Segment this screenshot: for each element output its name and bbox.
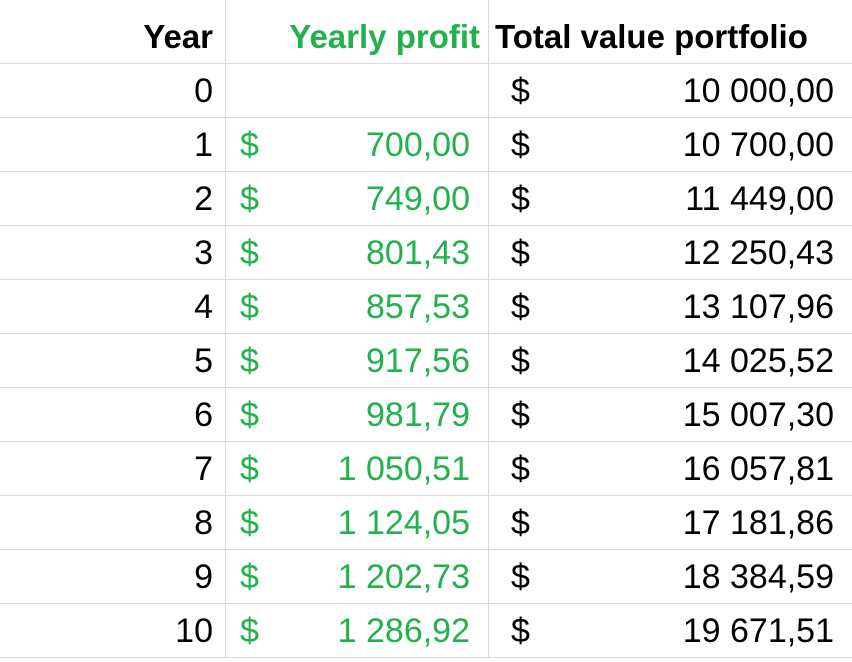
total-cell[interactable]: $10 700,00 <box>489 118 852 172</box>
total-cell[interactable]: $12 250,43 <box>489 226 852 280</box>
currency-symbol: $ <box>240 342 259 380</box>
cell-grid: Year Yearly profit Total value portfolio… <box>0 10 852 658</box>
profit-cell[interactable]: $700,00 <box>226 118 489 172</box>
total-cell[interactable]: $18 384,59 <box>489 550 852 604</box>
year-cell[interactable]: 9 <box>0 550 226 604</box>
profit-cell[interactable] <box>226 64 489 118</box>
currency-symbol: $ <box>511 234 530 272</box>
currency-symbol: $ <box>511 504 530 542</box>
profit-amount: 981,79 <box>366 396 470 434</box>
currency-symbol: $ <box>240 126 259 164</box>
year-cell[interactable]: 4 <box>0 280 226 334</box>
currency-symbol: $ <box>511 612 530 650</box>
profit-amount: 1 202,73 <box>337 558 470 596</box>
currency-symbol: $ <box>240 234 259 272</box>
total-amount: 15 007,30 <box>682 396 834 434</box>
total-amount: 13 107,96 <box>682 288 834 326</box>
year-cell[interactable]: 0 <box>0 64 226 118</box>
currency-symbol: $ <box>511 180 530 218</box>
profit-amount: 749,00 <box>366 180 470 218</box>
currency-symbol: $ <box>240 396 259 434</box>
currency-symbol: $ <box>511 72 530 110</box>
currency-symbol: $ <box>240 180 259 218</box>
total-cell[interactable]: $10 000,00 <box>489 64 852 118</box>
year-cell[interactable]: 8 <box>0 496 226 550</box>
total-amount: 17 181,86 <box>682 504 834 542</box>
currency-symbol: $ <box>511 288 530 326</box>
profit-cell[interactable]: $1 124,05 <box>226 496 489 550</box>
total-amount: 19 671,51 <box>682 612 834 650</box>
total-cell[interactable]: $16 057,81 <box>489 442 852 496</box>
currency-symbol: $ <box>240 450 259 488</box>
total-amount: 10 000,00 <box>682 72 834 110</box>
currency-symbol: $ <box>511 396 530 434</box>
year-cell[interactable]: 7 <box>0 442 226 496</box>
total-cell[interactable]: $15 007,30 <box>489 388 852 442</box>
profit-cell[interactable]: $981,79 <box>226 388 489 442</box>
currency-symbol: $ <box>511 342 530 380</box>
total-cell[interactable]: $11 449,00 <box>489 172 852 226</box>
currency-symbol: $ <box>511 450 530 488</box>
total-amount: 18 384,59 <box>682 558 834 596</box>
header-profit-cell[interactable]: Yearly profit <box>226 10 489 64</box>
year-cell[interactable]: 10 <box>0 604 226 658</box>
year-cell[interactable]: 5 <box>0 334 226 388</box>
profit-cell[interactable]: $1 050,51 <box>226 442 489 496</box>
profit-amount: 700,00 <box>366 126 470 164</box>
currency-symbol: $ <box>240 504 259 542</box>
total-cell[interactable]: $14 025,52 <box>489 334 852 388</box>
profit-cell[interactable]: $917,56 <box>226 334 489 388</box>
total-cell[interactable]: $17 181,86 <box>489 496 852 550</box>
total-cell[interactable]: $13 107,96 <box>489 280 852 334</box>
header-total-cell[interactable]: Total value portfolio <box>489 10 852 64</box>
profit-amount: 1 286,92 <box>337 612 470 650</box>
year-cell[interactable]: 1 <box>0 118 226 172</box>
currency-symbol: $ <box>511 126 530 164</box>
year-cell[interactable]: 3 <box>0 226 226 280</box>
profit-amount: 857,53 <box>366 288 470 326</box>
total-amount: 11 449,00 <box>685 180 834 218</box>
total-amount: 12 250,43 <box>682 234 834 272</box>
currency-symbol: $ <box>511 558 530 596</box>
gridline <box>225 0 226 10</box>
currency-symbol: $ <box>240 558 259 596</box>
profit-amount: 1 124,05 <box>337 504 470 542</box>
profit-cell[interactable]: $749,00 <box>226 172 489 226</box>
profit-cell[interactable]: $1 286,92 <box>226 604 489 658</box>
currency-symbol: $ <box>240 288 259 326</box>
profit-cell[interactable]: $857,53 <box>226 280 489 334</box>
total-amount: 10 700,00 <box>682 126 834 164</box>
header-year-cell[interactable]: Year <box>0 10 226 64</box>
total-amount: 14 025,52 <box>682 342 834 380</box>
profit-cell[interactable]: $1 202,73 <box>226 550 489 604</box>
gridline <box>488 0 489 10</box>
profit-amount: 1 050,51 <box>337 450 470 488</box>
total-cell[interactable]: $19 671,51 <box>489 604 852 658</box>
profit-amount: 917,56 <box>366 342 470 380</box>
profit-cell[interactable]: $801,43 <box>226 226 489 280</box>
year-cell[interactable]: 6 <box>0 388 226 442</box>
year-cell[interactable]: 2 <box>0 172 226 226</box>
profit-amount: 801,43 <box>366 234 470 272</box>
currency-symbol: $ <box>240 612 259 650</box>
total-amount: 16 057,81 <box>682 450 834 488</box>
